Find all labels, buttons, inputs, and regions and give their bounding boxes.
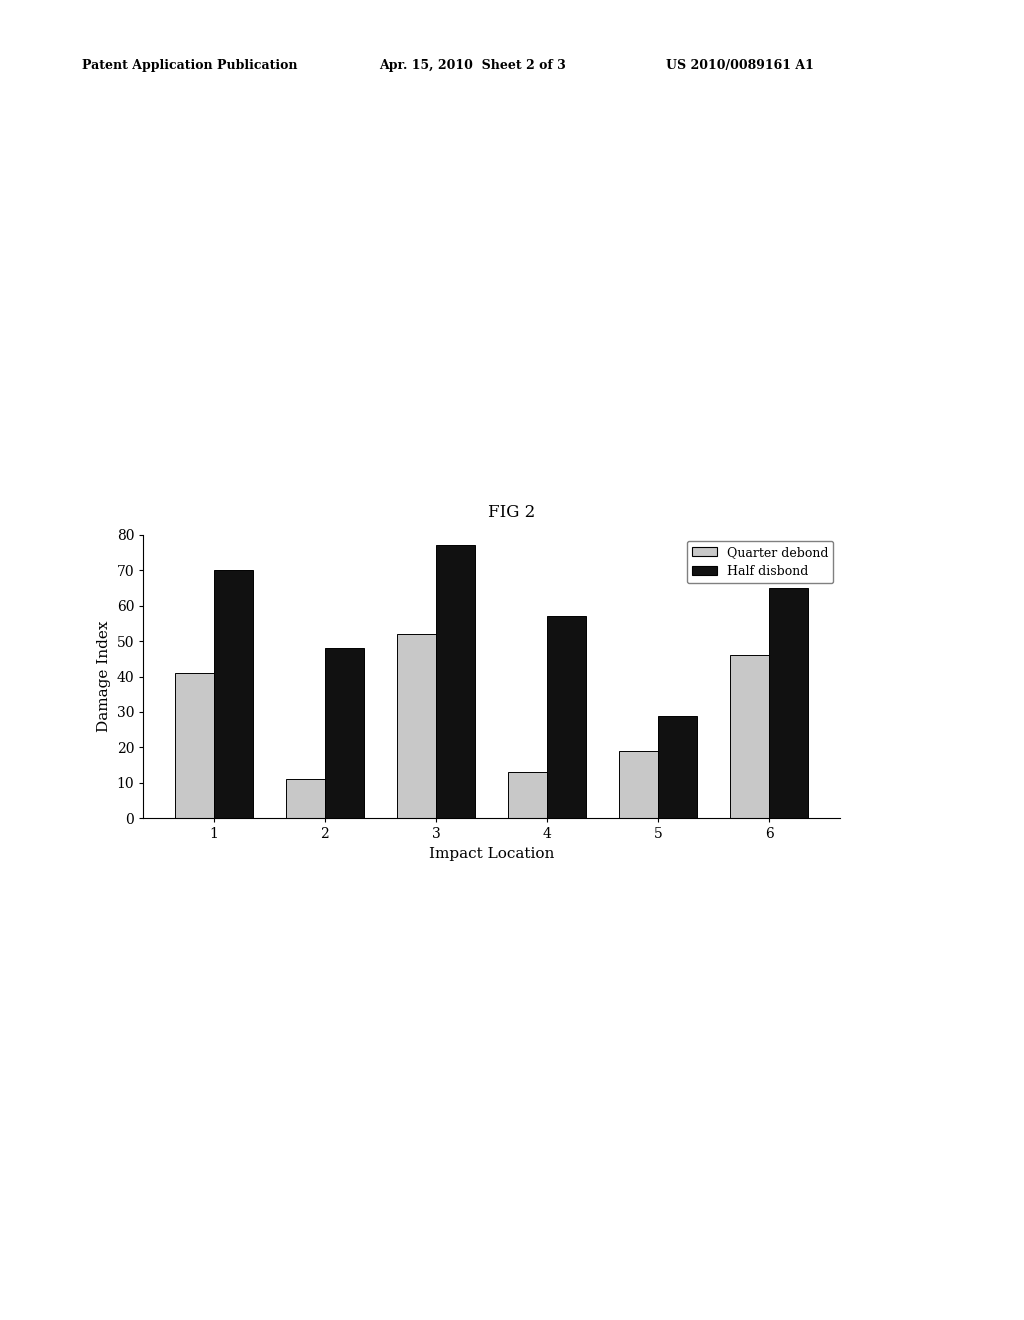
Bar: [547, 616, 586, 818]
Bar: [658, 715, 697, 818]
Bar: [397, 634, 436, 818]
Bar: [436, 545, 475, 818]
Legend: Quarter debond, Half disbond: Quarter debond, Half disbond: [687, 541, 834, 583]
Bar: [325, 648, 364, 818]
Bar: [286, 779, 325, 818]
X-axis label: Impact Location: Impact Location: [429, 847, 554, 861]
Bar: [730, 655, 769, 818]
Text: FIG 2: FIG 2: [488, 504, 536, 521]
Text: US 2010/0089161 A1: US 2010/0089161 A1: [666, 59, 813, 73]
Text: Apr. 15, 2010  Sheet 2 of 3: Apr. 15, 2010 Sheet 2 of 3: [379, 59, 565, 73]
Bar: [508, 772, 547, 818]
Bar: [175, 673, 214, 818]
Bar: [214, 570, 253, 818]
Text: Patent Application Publication: Patent Application Publication: [82, 59, 297, 73]
Bar: [769, 587, 808, 818]
Y-axis label: Damage Index: Damage Index: [97, 620, 112, 733]
Bar: [620, 751, 658, 818]
